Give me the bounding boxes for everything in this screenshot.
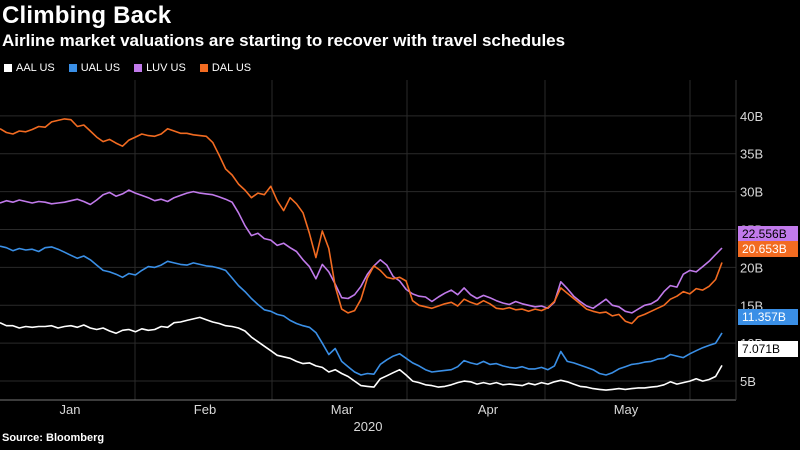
x-tick-label: Jan — [60, 402, 81, 417]
legend-swatch-dal — [199, 64, 208, 72]
chart-source: Source: Bloomberg — [2, 432, 105, 444]
series-line-aal — [0, 316, 723, 391]
y-tick-label: 40B — [740, 109, 763, 124]
value-tag-label-dal: 20.653B — [742, 242, 787, 256]
x-tick-label: Apr — [478, 402, 499, 417]
legend-swatch-aal — [4, 64, 12, 72]
x-tick-label: Mar — [331, 402, 354, 417]
series-line-luv — [0, 189, 723, 314]
legend-label-ual: UAL US — [80, 62, 121, 74]
y-tick-label: 30B — [740, 185, 763, 200]
value-tag-label-luv: 22.556B — [742, 227, 787, 241]
x-tick-label: Feb — [194, 402, 216, 417]
legend-item-luv: LUV US — [134, 61, 186, 75]
chart-title: Climbing Back — [2, 2, 172, 29]
value-tag-label-ual: 11.357B — [742, 310, 786, 324]
chart-legend: AAL US UAL US LUV US DAL US — [4, 61, 251, 75]
legend-swatch-luv — [134, 64, 143, 72]
legend-item-aal: AAL US — [4, 61, 55, 75]
value-tag-dal — [738, 241, 798, 257]
series-line-ual — [0, 245, 723, 376]
legend-label-aal: AAL US — [16, 62, 55, 74]
value-tag-ual — [738, 309, 798, 325]
legend-item-dal: DAL US — [199, 61, 252, 75]
legend-swatch-ual — [68, 64, 77, 72]
legend-label-luv: LUV US — [146, 62, 186, 74]
value-tag-aal — [738, 341, 798, 357]
x-axis-label: 2020 — [354, 419, 383, 434]
chart-subtitle: Airline market valuations are starting t… — [2, 31, 566, 50]
legend-label-dal: DAL US — [211, 62, 252, 74]
value-tag-label-aal: 7.071B — [742, 342, 780, 356]
y-tick-label: 35B — [740, 147, 763, 162]
y-tick-label: 5B — [740, 374, 756, 389]
legend-item-ual: UAL US — [68, 61, 121, 75]
y-tick-label: 20B — [740, 260, 763, 275]
x-tick-label: May — [614, 402, 639, 417]
value-tag-luv — [738, 226, 798, 242]
series-line-dal — [0, 118, 723, 325]
